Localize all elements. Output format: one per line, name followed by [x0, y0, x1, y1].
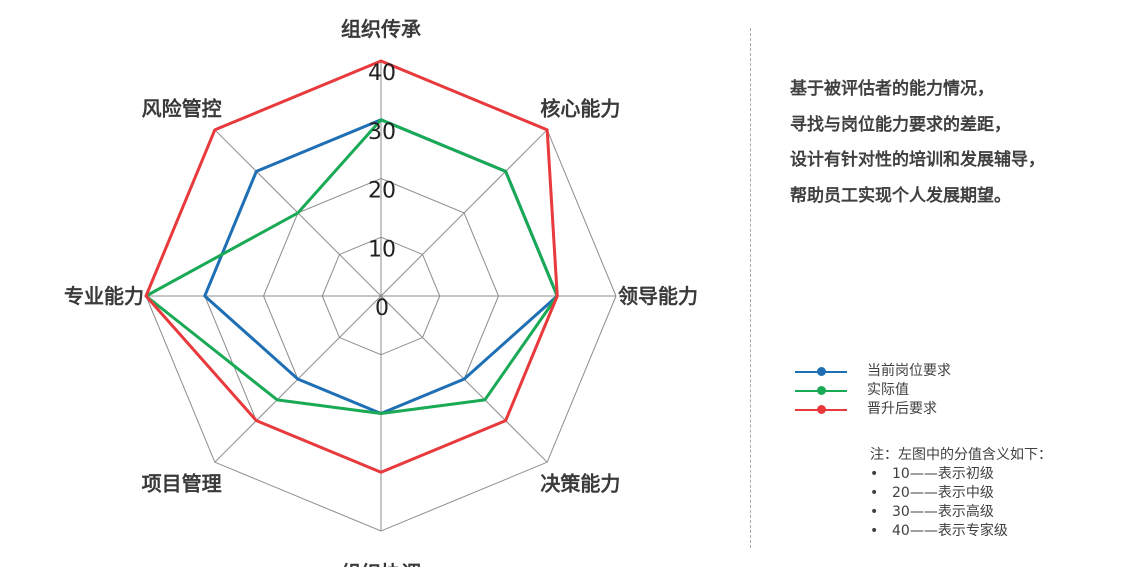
radar-series	[144, 59, 559, 474]
description-line: 设计有针对性的培训和发展辅导，	[790, 150, 1045, 170]
axis-label: 风险管控	[142, 97, 222, 121]
section-divider	[750, 28, 751, 548]
bullet-icon: •	[870, 466, 879, 482]
bullet-icon: •	[870, 523, 879, 539]
description-line: 基于被评估者的能力情况，	[790, 79, 994, 99]
note-item-text: 40——表示专家级	[892, 523, 1008, 539]
bullet-icon: •	[870, 485, 879, 501]
grid-spoke	[380, 129, 548, 297]
description-line: 帮助员工实现个人发展期望。	[790, 185, 1011, 206]
axis-label: 组织协调	[341, 561, 421, 567]
legend-dot-marker	[817, 367, 826, 376]
axis-label: 项目管理	[142, 471, 222, 495]
note-item-text: 30——表示高级	[892, 504, 994, 520]
bullet-icon: •	[870, 504, 879, 520]
radar-tick-labels: 0 10 20 30 40	[368, 61, 396, 321]
tick-label: 0	[375, 296, 389, 321]
note-item-text: 10——表示初级	[892, 466, 994, 482]
radar-axis-labels: 组织传承核心能力领导能力决策能力组织协调 项目管理 专业能力 风险管控	[64, 17, 698, 567]
legend-label: 实际值	[867, 382, 909, 398]
axis-label: 组织传承	[341, 17, 421, 41]
description-block: 基于被评估者的能力情况， 寻找与岗位能力要求的差距， 设计有针对性的培训和发展辅…	[790, 72, 1110, 214]
note-item: • 30——表示高级	[870, 503, 1052, 522]
note-item: • 10——表示初级	[870, 465, 1052, 484]
axis-label: 专业能力	[64, 284, 144, 308]
description-line: 寻找与岗位能力要求的差距，	[790, 114, 1011, 135]
legend-dot-marker	[817, 386, 826, 395]
legend-label: 当前岗位要求	[867, 363, 951, 379]
note-title: 注：左图中的分值含义如下：	[870, 447, 1052, 463]
radar-chart: 0 10 20 30 40 组织传承核心能力领导能力决策能力组织协调 项目管理 专业能力 风险…	[64, 17, 698, 567]
note-item: • 20——表示中级	[870, 484, 1052, 503]
score-note: 注：左图中的分值含义如下： • 10——表示初级 • 20——表示中级 • 30——表…	[870, 446, 1052, 541]
tick-label: 30	[368, 120, 396, 145]
axis-label: 核心能力	[540, 97, 620, 121]
note-item: • 40——表示专家级	[870, 522, 1052, 541]
tick-label: 20	[368, 179, 396, 204]
note-item-text: 20——表示中级	[892, 485, 994, 501]
axis-label: 领导能力	[618, 284, 698, 308]
legend-dot-marker	[817, 405, 826, 414]
legend-label: 晋升后要求	[867, 401, 937, 417]
tick-label: 10	[368, 237, 396, 262]
tick-label: 40	[368, 61, 396, 86]
axis-label: 决策能力	[540, 471, 620, 495]
